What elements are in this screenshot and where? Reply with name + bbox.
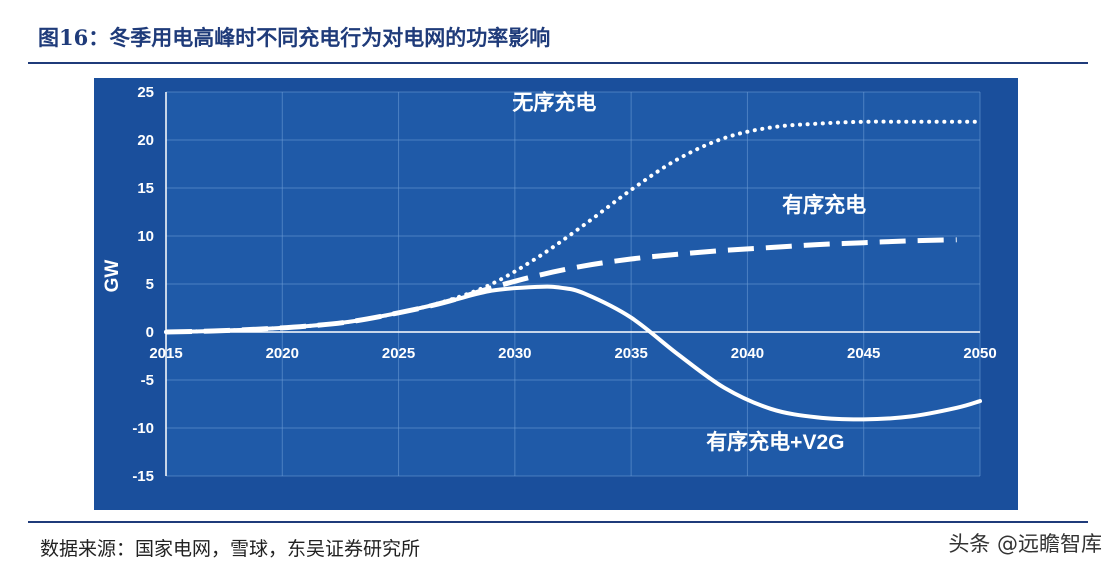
series-line-ordered-v2g xyxy=(164,284,982,422)
x-tick-label: 2045 xyxy=(847,345,880,362)
y-tick-label: 10 xyxy=(137,228,154,245)
x-tick-label: 2035 xyxy=(614,345,647,362)
y-axis-label: GW xyxy=(102,260,123,293)
series-annotation: 有序充电+V2G xyxy=(706,430,844,454)
watermark: 头条 @远瞻智库 xyxy=(948,532,1102,556)
x-tick-label: 2040 xyxy=(731,345,764,362)
source-note: 数据来源：国家电网，雪球，东吴证券研究所 xyxy=(40,538,421,560)
x-tick-label: 2020 xyxy=(266,345,299,362)
series-annotation: 有序充电 xyxy=(782,193,866,217)
y-tick-label: 15 xyxy=(137,180,154,197)
x-tick-label: 2025 xyxy=(382,345,415,362)
y-tick-label: 5 xyxy=(146,276,154,293)
chart-container: 25 20 15 10 5 0 -5 -10 -15 2015 2020 2025 2030 2035 20… xyxy=(94,78,1018,510)
y-tick-label: -5 xyxy=(141,372,154,389)
x-tick-label: 2015 xyxy=(149,345,182,362)
y-tick-label: 0 xyxy=(146,324,154,341)
x-tick-label: 2030 xyxy=(498,345,531,362)
y-tick-label: 25 xyxy=(137,84,154,101)
series-annotation: 无序充电 xyxy=(512,90,596,114)
y-tick-label: 20 xyxy=(137,132,154,149)
figure-title: 图16：冬季用电高峰时不同充电行为对电网的功率影响 xyxy=(38,25,551,50)
source-divider xyxy=(28,521,1088,523)
x-tick-label: 2050 xyxy=(963,345,996,362)
title-divider xyxy=(28,62,1088,64)
y-tick-label: -10 xyxy=(132,420,154,437)
y-tick-label: -15 xyxy=(132,468,154,485)
